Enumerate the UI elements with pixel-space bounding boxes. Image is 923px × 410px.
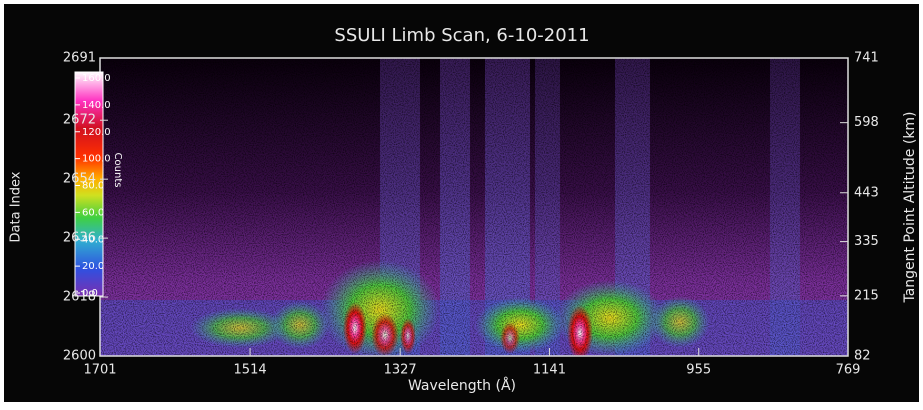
y2-tick-label: 598 bbox=[854, 115, 879, 130]
y2-tick-label: 443 bbox=[854, 185, 879, 200]
x-axis-label: Wavelength (Å) bbox=[408, 377, 516, 394]
y-tick-label: 2600 bbox=[63, 349, 96, 364]
colorbar-tick-label: 20.0 bbox=[82, 261, 104, 272]
colorbar-tick-label: 40.0 bbox=[82, 234, 104, 245]
colorbar bbox=[74, 71, 104, 297]
y2-axis-label: Tangent Point Altitude (km) bbox=[902, 111, 918, 303]
colorbar-tick-label: 60.0 bbox=[82, 207, 104, 218]
y2-tick-label: 741 bbox=[854, 51, 879, 66]
y-tick-label: 2691 bbox=[63, 51, 96, 66]
x-tick-label: 1141 bbox=[533, 363, 566, 378]
y-tick-label: 2654 bbox=[63, 172, 96, 187]
y2-tick-label: 335 bbox=[854, 234, 879, 249]
x-tick-label: 955 bbox=[686, 363, 711, 378]
colorbar-tick-label: 100.0 bbox=[82, 154, 111, 165]
colorbar-label: Counts bbox=[112, 153, 123, 188]
y-tick-label: 2672 bbox=[63, 113, 96, 128]
x-tick-label: 769 bbox=[836, 363, 861, 378]
y-tick-label: 2636 bbox=[63, 231, 96, 246]
colorbar-tick-label: 0.0 bbox=[82, 288, 98, 299]
x-tick-label: 1514 bbox=[234, 363, 267, 378]
chart-title: SSULI Limb Scan, 6-10-2011 bbox=[334, 25, 589, 46]
x-tick-label: 1327 bbox=[384, 363, 417, 378]
colorbar-tick-label: 140.0 bbox=[82, 100, 111, 111]
x-tick-label: 1701 bbox=[83, 363, 116, 378]
colorbar-tick-label: 120.0 bbox=[82, 127, 111, 138]
y2-tick-label: 82 bbox=[854, 349, 871, 364]
y-tick-label: 2618 bbox=[63, 290, 96, 305]
colorbar-tick-label: 160.0 bbox=[82, 73, 111, 84]
y2-tick-label: 215 bbox=[854, 288, 879, 303]
spectrogram bbox=[100, 58, 848, 356]
colorbar-tick-label: 80.0 bbox=[82, 181, 104, 192]
y-axis-label: Data Index bbox=[9, 171, 24, 242]
